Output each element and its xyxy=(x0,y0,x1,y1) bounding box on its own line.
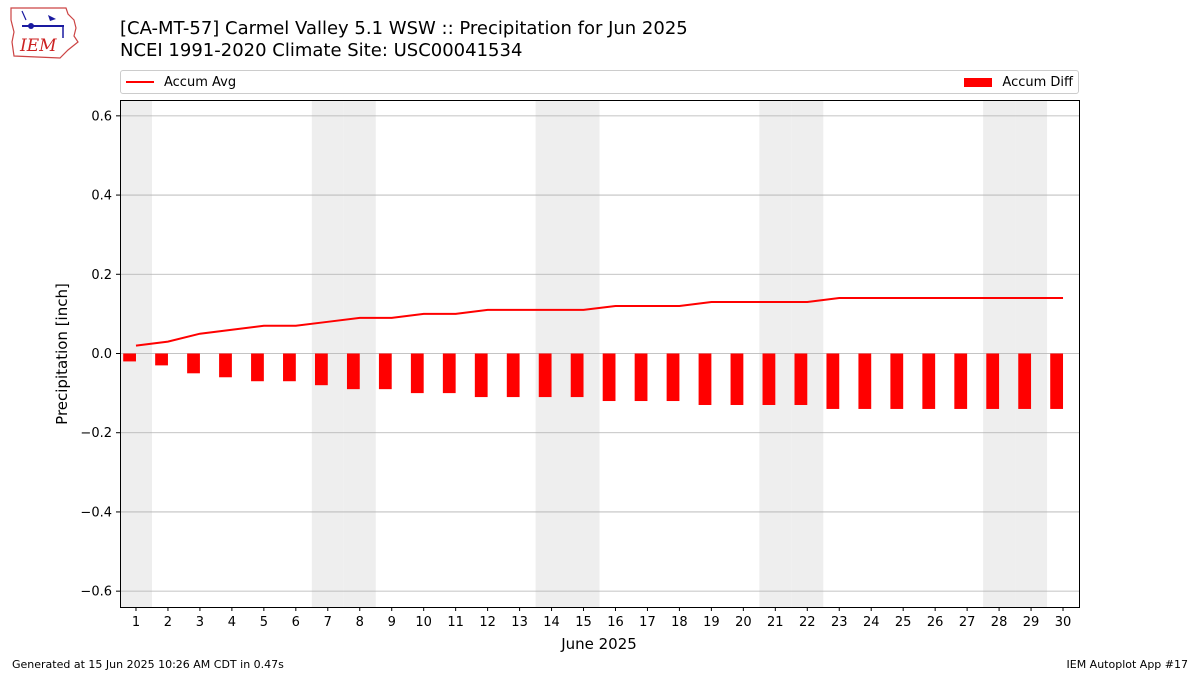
legend-item-avg: Accum Avg xyxy=(126,71,236,93)
diff-bar xyxy=(410,353,424,394)
x-tick-label: 15 xyxy=(575,615,592,630)
x-tick-label: 24 xyxy=(863,615,880,630)
x-tick-label: 1 xyxy=(132,615,140,630)
x-tick-label: 29 xyxy=(1023,615,1040,630)
diff-bar xyxy=(506,353,520,398)
diff-bar xyxy=(123,353,136,362)
diff-bar xyxy=(187,353,200,374)
legend-diff-label: Accum Diff xyxy=(1002,74,1073,90)
diff-bar xyxy=(762,353,776,405)
x-tick-label: 18 xyxy=(671,615,688,630)
y-tick-label: −0.4 xyxy=(80,505,112,520)
x-tick-label: 5 xyxy=(260,615,268,630)
diff-bar xyxy=(698,353,712,405)
diff-bar xyxy=(570,353,584,398)
x-tick-label: 28 xyxy=(991,615,1008,630)
x-tick-label: 7 xyxy=(324,615,332,630)
footer-generated: Generated at 15 Jun 2025 10:26 AM CDT in… xyxy=(12,658,284,671)
legend-item-diff: Accum Diff xyxy=(964,71,1073,93)
y-tick-label: −0.2 xyxy=(80,426,112,441)
diff-bar xyxy=(251,353,264,382)
x-tick-label: 11 xyxy=(447,615,464,630)
x-tick-label: 16 xyxy=(607,615,624,630)
x-tick-label: 8 xyxy=(356,615,364,630)
diff-bar xyxy=(1018,353,1032,409)
x-tick-label: 22 xyxy=(799,615,816,630)
diff-bar xyxy=(826,353,840,409)
diff-bar xyxy=(602,353,616,402)
accum-avg-line xyxy=(135,297,1064,347)
y-tick-label: 0.0 xyxy=(91,347,112,362)
diff-bar xyxy=(283,353,296,382)
x-axis-label: June 2025 xyxy=(560,635,637,653)
x-tick-label: 20 xyxy=(735,615,752,630)
x-tick-label: 26 xyxy=(927,615,944,630)
diff-bar xyxy=(474,353,488,398)
diff-bar xyxy=(442,353,456,394)
x-tick-label: 10 xyxy=(415,615,432,630)
x-tick-label: 17 xyxy=(639,615,656,630)
x-tick-label: 3 xyxy=(196,615,204,630)
x-tick-label: 6 xyxy=(292,615,300,630)
diff-bar xyxy=(922,353,936,409)
diff-bar xyxy=(666,353,680,402)
y-axis-label: Precipitation [inch] xyxy=(53,283,71,425)
diff-bar xyxy=(219,353,232,378)
diff-bar xyxy=(1050,353,1064,409)
x-tick-label: 13 xyxy=(511,615,528,630)
diff-bar xyxy=(858,353,872,409)
y-tick-label: 0.4 xyxy=(91,189,112,204)
footer-app: IEM Autoplot App #17 xyxy=(1066,658,1189,671)
x-tick-label: 27 xyxy=(959,615,976,630)
plot-frame xyxy=(120,100,1080,608)
legend: Accum Avg Accum Diff xyxy=(120,70,1079,94)
iem-logo: IEM xyxy=(8,6,80,60)
title-line-2: NCEI 1991-2020 Climate Site: USC00041534 xyxy=(120,40,523,61)
diff-bar xyxy=(890,353,904,409)
x-tick-label: 30 xyxy=(1055,615,1072,630)
diff-bar xyxy=(314,353,328,386)
diff-bar xyxy=(794,353,808,405)
diff-bar xyxy=(378,353,392,390)
x-tick-label: 2 xyxy=(164,615,172,630)
diff-bar xyxy=(634,353,648,402)
legend-avg-label: Accum Avg xyxy=(164,74,237,90)
x-tick-label: 12 xyxy=(479,615,496,630)
legend-line-swatch xyxy=(126,81,154,83)
y-tick-label: 0.2 xyxy=(91,268,112,283)
x-tick-label: 14 xyxy=(543,615,560,630)
x-tick-label: 9 xyxy=(388,615,396,630)
logo-text: IEM xyxy=(19,36,57,56)
y-tick-label: 0.6 xyxy=(91,109,112,124)
x-tick-label: 25 xyxy=(895,615,912,630)
diff-bar xyxy=(986,353,1000,409)
x-tick-label: 4 xyxy=(228,615,236,630)
x-tick-label: 23 xyxy=(831,615,848,630)
legend-bar-swatch xyxy=(964,77,993,87)
diff-bar xyxy=(730,353,744,405)
y-tick-label: −0.6 xyxy=(80,585,112,600)
diff-bar xyxy=(954,353,968,409)
diff-bar xyxy=(538,353,552,398)
diff-bar xyxy=(155,353,168,366)
x-tick-label: 19 xyxy=(703,615,720,630)
diff-bar xyxy=(346,353,360,390)
chart-title: [CA-MT-57] Carmel Valley 5.1 WSW :: Prec… xyxy=(120,18,688,62)
x-tick-label: 21 xyxy=(767,615,784,630)
title-line-1: [CA-MT-57] Carmel Valley 5.1 WSW :: Prec… xyxy=(120,18,688,39)
